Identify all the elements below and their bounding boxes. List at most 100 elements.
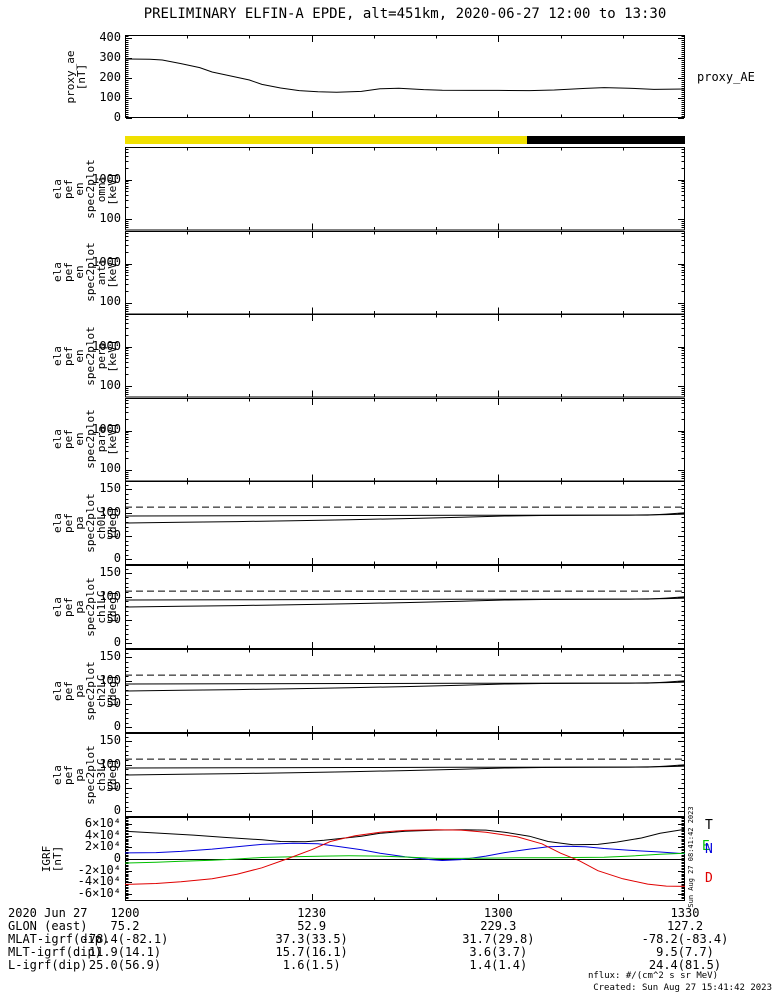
panel-en-spec-perp <box>125 314 685 398</box>
proxy-ae-right-label: proxy_AE <box>697 70 755 84</box>
y-axis-label-en-spec-omni: ela pef en spec2plot omni [keV] <box>51 158 119 219</box>
y-tick-label: 50 <box>106 780 121 795</box>
sun-flag-segment-shadow <box>527 136 685 144</box>
series-D <box>124 829 686 887</box>
y-tick-label: -2×10⁴ <box>77 862 121 877</box>
y-tick-label: 100 <box>99 90 121 104</box>
footer-value: 52.9 <box>297 919 327 933</box>
series-proxy_AE <box>124 58 686 93</box>
footer-value: 37.3(33.5) <box>275 932 348 946</box>
y-tick-label: 6×10⁴ <box>84 816 121 830</box>
y-tick-label: 150 <box>99 565 121 580</box>
y-tick-label: 0 <box>113 851 121 865</box>
y-tick-label: 100 <box>99 756 121 771</box>
series-loss-cone <box>124 680 686 692</box>
y-tick-label: 100 <box>99 210 121 225</box>
y-tick-label: 150 <box>99 649 121 664</box>
y-tick-label: 50 <box>106 612 121 627</box>
y-tick-label: 1000 <box>92 255 121 270</box>
igrf-label-n: N <box>705 842 713 857</box>
footer-row-label: GLON (east) <box>8 919 88 933</box>
igrf-label-d: D <box>705 871 713 886</box>
footer-value: 127.2 <box>666 919 704 933</box>
y-tick-label: 0 <box>113 719 121 734</box>
y-axis-label-en-spec-para: ela pef en spec2plot para [keV] <box>51 409 119 470</box>
footer-value: 75.2 <box>110 919 140 933</box>
y-tick-label: 0 <box>113 803 121 818</box>
note-nflux: nflux: #/(cm^2 s sr MeV) <box>587 971 718 981</box>
footer-value: 25.0(56.9) <box>88 958 162 972</box>
x-tick-label: 1200 <box>110 906 140 920</box>
footer-value: 9.5(7.7) <box>656 945 714 959</box>
note-created: Created: Sun Aug 27 15:41:42 2023 <box>593 983 772 993</box>
y-tick-label: 300 <box>99 50 121 64</box>
y-tick-label: 100 <box>99 672 121 687</box>
y-tick-label: 4×10⁴ <box>84 827 121 842</box>
y-tick-label: 1000 <box>92 338 121 353</box>
panel-pa-spec-ch3lc <box>124 733 686 817</box>
series-N <box>124 842 686 862</box>
y-tick-label: 0 <box>113 635 121 650</box>
y-tick-label: -4×10⁴ <box>77 874 121 889</box>
panel-proxy-ae <box>124 35 686 119</box>
y-tick-label: 2×10⁴ <box>84 839 121 854</box>
y-tick-label: 1000 <box>92 422 121 437</box>
igrf-label-t: T <box>705 818 713 833</box>
footer-value: 1.4(1.4) <box>469 958 528 972</box>
y-tick-label: 100 <box>99 461 121 476</box>
panel-en-spec-anti <box>125 230 685 314</box>
footer-value: 15.7(16.1) <box>275 945 348 959</box>
y-axis-label-igrf: IGRF [nT] <box>40 845 64 873</box>
panel-en-spec-omni <box>125 147 685 231</box>
footer-row-label: L-igrf(dip) <box>8 958 88 972</box>
footer-value: -78.2(-83.4) <box>641 932 729 946</box>
footer-value: -78.4(-82.1) <box>81 932 169 946</box>
y-axis-label-en-spec-perp: ela pef en spec2plot perp [keV] <box>51 325 119 386</box>
y-tick-label: 200 <box>99 70 121 84</box>
y-tick-label: 400 <box>99 30 121 44</box>
footer-row-label: 2020 Jun 27 <box>8 906 88 920</box>
y-tick-label: 100 <box>99 588 121 603</box>
series-loss-cone <box>124 512 686 524</box>
sun-flag-strip <box>125 136 685 144</box>
y-tick-label: 100 <box>99 377 121 392</box>
panel-igrf <box>124 817 686 901</box>
panel-pa-spec-ch1lc <box>124 565 686 649</box>
y-tick-label: 1000 <box>92 171 121 186</box>
series-loss-cone <box>124 596 686 608</box>
y-axis-label-pa-spec-ch2lc: ela pef pa spec2plot ch2LC [deg] <box>51 661 119 721</box>
y-tick-label: 100 <box>99 504 121 519</box>
y-axis-label-en-spec-anti: ela pef en spec2plot anti [keV] <box>51 242 119 303</box>
igrf-label-e: E <box>702 839 710 854</box>
x-tick-label: 1230 <box>297 906 327 920</box>
sun-flag-segment-sunlit <box>125 136 527 144</box>
panel-en-spec-para <box>125 397 685 481</box>
series-loss-cone <box>124 764 686 776</box>
y-tick-label: 50 <box>106 696 121 711</box>
panel-pa-spec-ch2lc <box>124 649 686 733</box>
footer-value: 31.7(29.8) <box>462 932 535 946</box>
footer-value: 24.4(81.5) <box>648 958 722 972</box>
y-axis-label-pa-spec-ch3lc: ela pef pa spec2plot ch3LC [deg] <box>51 745 119 805</box>
side-timestamp: Sun Aug 27 08:41:42 2023 <box>687 806 695 908</box>
footer-value: 3.6(3.7) <box>469 945 528 959</box>
y-tick-label: 150 <box>99 481 121 496</box>
footer-value: 1.6(1.5) <box>282 958 341 972</box>
y-tick-label: 0 <box>113 110 121 124</box>
y-tick-label: 50 <box>106 528 121 543</box>
y-axis-label-pa-spec-ch0lc: ela pef pa spec2plot ch0LC [deg] <box>51 493 119 553</box>
x-tick-label: 1300 <box>483 906 513 920</box>
y-tick-label: 100 <box>99 294 121 309</box>
footer-row-label: MLAT-igrf(dip) <box>8 932 110 946</box>
y-tick-label: -6×10⁴ <box>77 886 121 900</box>
y-axis-label-proxy-ae: proxy_ae [nT] <box>64 50 88 103</box>
footer-row-label: MLT-igrf(dip) <box>8 945 102 959</box>
series-E <box>124 852 686 864</box>
y-tick-label: 0 <box>113 551 121 566</box>
footer-value: 229.3 <box>480 919 517 933</box>
footer-value: 11.9(14.1) <box>88 945 162 959</box>
y-axis-label-pa-spec-ch1lc: ela pef pa spec2plot ch1LC [deg] <box>51 577 119 637</box>
panel-pa-spec-ch0lc <box>124 481 686 565</box>
x-tick-label: 1330 <box>670 906 700 920</box>
